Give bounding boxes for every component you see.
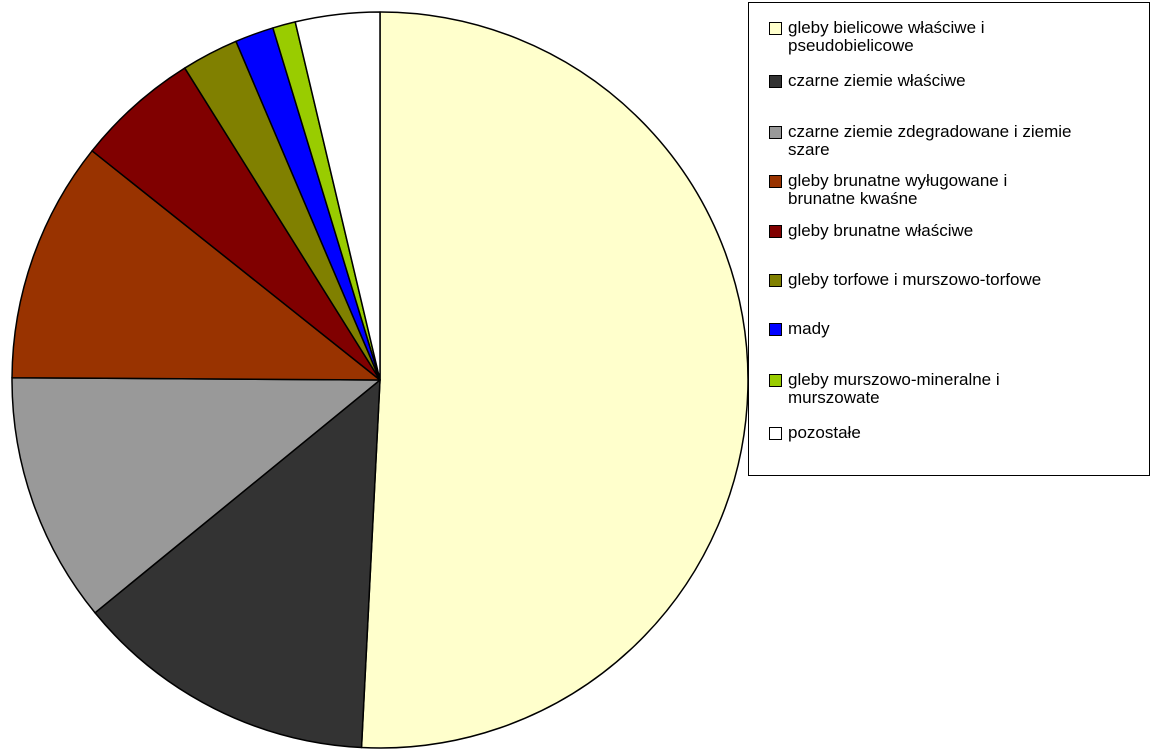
legend-swatch: [769, 126, 782, 139]
pie-slice: [11, 376, 381, 614]
legend-swatch: [769, 274, 782, 287]
legend-label: czarne ziemie zdegradowane i ziemie szar…: [788, 122, 1072, 159]
legend-swatch: [769, 22, 782, 35]
pie-slice: [294, 11, 381, 381]
legend-label: gleby bielicowe właściwe i pseudobielico…: [788, 18, 985, 55]
legend-label: gleby murszowo-mineralne i murszowate: [788, 370, 1000, 407]
legend-label: gleby brunatne właściwe: [788, 221, 974, 240]
legend-swatch: [769, 175, 782, 188]
pie-slice: [94, 379, 381, 749]
legend-swatch: [769, 374, 782, 387]
legend-label: gleby torfowe i murszowo-torfowe: [788, 270, 1042, 289]
legend-label: gleby brunatne wyługowane i brunatne kwa…: [788, 171, 1008, 208]
legend-swatch: [769, 427, 782, 440]
legend: gleby bielicowe właściwe i pseudobielico…: [748, 2, 1150, 476]
legend-swatch: [769, 323, 782, 336]
legend-label: mady: [788, 319, 830, 338]
legend-swatch: [769, 225, 782, 238]
pie-area: [11, 11, 749, 749]
legend-label: pozostałe: [788, 423, 861, 442]
pie-slice: [360, 11, 749, 749]
legend-swatch: [769, 75, 782, 88]
pie-slice: [11, 150, 381, 381]
legend-label: czarne ziemie właściwe: [788, 71, 966, 90]
